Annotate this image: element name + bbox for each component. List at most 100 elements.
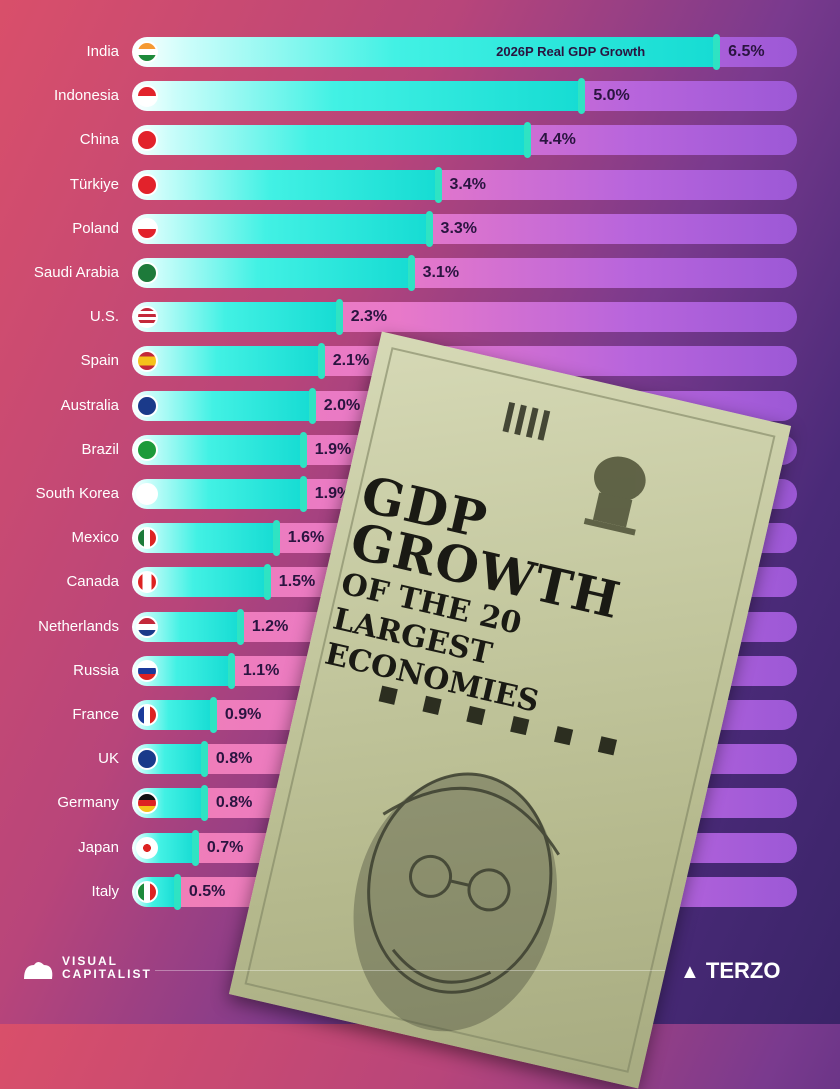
bar	[132, 434, 303, 465]
bar-row: Saudi Arabia 3.1%	[0, 255, 840, 291]
country-label: Spain	[80, 352, 119, 370]
bar	[132, 479, 303, 509]
value-label: 3.3%	[440, 219, 478, 237]
bar-row: U.S. 2.3%	[0, 299, 840, 336]
bar-track	[132, 258, 797, 288]
value-label: 0.5%	[188, 882, 226, 900]
bar-end-marker	[200, 741, 208, 778]
bar-end-marker	[524, 122, 532, 159]
netherlands-flag-icon	[136, 615, 158, 638]
bar-end-marker	[299, 476, 307, 512]
bar	[132, 390, 312, 421]
us-flag-icon	[136, 306, 158, 329]
bar-end-marker	[263, 564, 271, 601]
value-label: 1.6%	[287, 529, 325, 547]
bar-end-marker	[578, 78, 586, 115]
turkiye-flag-icon	[136, 173, 158, 196]
bar-end-marker	[200, 785, 208, 822]
canada-flag-icon	[136, 571, 158, 594]
spain-flag-icon	[136, 350, 158, 373]
country-label: Netherlands	[38, 617, 119, 635]
bar-track	[132, 213, 797, 244]
series-label: 2026P Real GDP Growth	[496, 44, 646, 59]
country-label: South Korea	[35, 485, 119, 502]
bar	[132, 302, 339, 333]
bar-end-marker	[308, 387, 316, 424]
country-label: Germany	[57, 794, 119, 812]
germany-flag-icon	[136, 792, 158, 815]
value-label: 5.0%	[593, 87, 630, 105]
vc-logo-line2: CAPITALIST	[62, 967, 152, 981]
bar-row: Türkiye 3.4%	[0, 166, 840, 203]
value-label: 0.8%	[215, 794, 253, 812]
bar-track	[132, 169, 797, 200]
bar-end-marker	[236, 608, 244, 645]
bar	[132, 81, 582, 112]
value-label: 1.9%	[314, 440, 352, 458]
bar	[132, 125, 528, 156]
bar	[132, 346, 321, 377]
value-label: 0.8%	[215, 750, 253, 768]
bar-row: Poland 3.3%	[0, 210, 840, 247]
bar	[132, 37, 717, 67]
value-label: 4.4%	[539, 131, 576, 149]
bar-end-marker	[173, 873, 181, 910]
bar-end-marker	[407, 255, 415, 291]
country-label: Japan	[78, 838, 119, 856]
value-label: 3.1%	[422, 264, 460, 281]
india-flag-icon	[136, 41, 158, 63]
terzo-wordmark: TERZO	[705, 958, 781, 983]
bar-end-marker	[434, 166, 442, 203]
value-label: 2.3%	[350, 308, 388, 326]
country-label: Indonesia	[53, 87, 119, 105]
bar	[132, 169, 438, 200]
bar-end-marker	[335, 299, 343, 336]
value-label: 6.5%	[728, 43, 765, 60]
brazil-flag-icon	[136, 438, 158, 461]
bar-end-marker	[227, 652, 235, 689]
country-label: China	[79, 131, 119, 149]
bar-track	[132, 302, 797, 333]
bar-end-marker	[272, 520, 280, 557]
country-label: France	[72, 706, 119, 723]
value-label: 0.7%	[206, 838, 244, 856]
country-label: Mexico	[71, 529, 119, 547]
footer-divider	[155, 970, 665, 971]
country-label: UK	[98, 750, 119, 768]
value-label: 2.1%	[332, 352, 370, 370]
mexico-flag-icon	[136, 527, 158, 550]
value-label: 1.9%	[314, 485, 352, 502]
bar-track	[132, 37, 797, 67]
value-label: 2.0%	[323, 396, 361, 414]
country-label: Italy	[91, 882, 119, 900]
bar-end-marker	[209, 697, 217, 733]
country-label: Australia	[60, 396, 119, 414]
japan-flag-icon	[136, 836, 158, 859]
poland-flag-icon	[136, 217, 158, 240]
bar-track	[132, 125, 797, 156]
australia-flag-icon	[136, 394, 158, 417]
bar-end-marker	[713, 34, 721, 70]
value-label: 0.9%	[224, 706, 262, 723]
value-label: 3.4%	[449, 175, 486, 193]
vc-logo-icon	[24, 962, 53, 979]
indonesia-flag-icon	[136, 85, 158, 108]
value-label: 1.2%	[251, 617, 289, 635]
country-label: Russia	[73, 661, 119, 679]
bar-end-marker	[191, 829, 199, 866]
china-flag-icon	[136, 129, 158, 152]
country-label: Saudi Arabia	[33, 264, 119, 281]
vc-logo-line1: VISUAL	[62, 954, 119, 968]
south-korea-flag-icon	[136, 483, 158, 505]
bar-end-marker	[299, 431, 307, 468]
terzo-icon: ▲	[680, 961, 700, 983]
bar-end-marker	[317, 343, 325, 380]
italy-flag-icon	[136, 880, 158, 903]
value-label: 1.5%	[278, 573, 316, 591]
country-label: India	[86, 43, 119, 60]
country-label: Poland	[72, 219, 119, 237]
value-label: 1.1%	[242, 661, 280, 679]
bar-end-marker	[425, 210, 433, 247]
country-label: Türkiye	[69, 175, 119, 193]
saudi-arabia-flag-icon	[136, 262, 158, 284]
